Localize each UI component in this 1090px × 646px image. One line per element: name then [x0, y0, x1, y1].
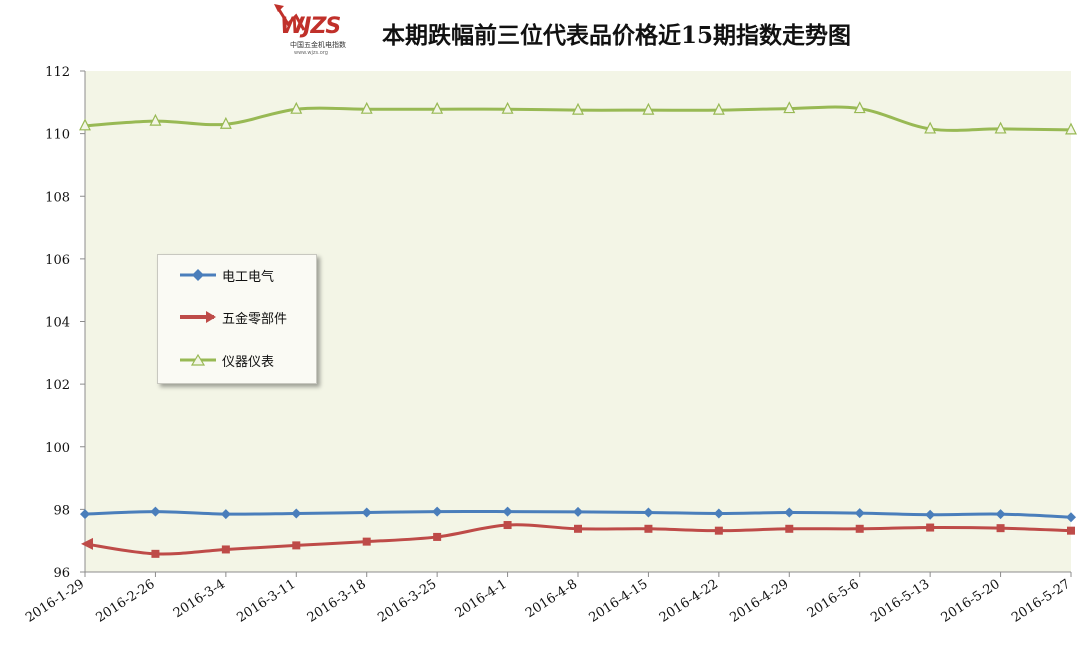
legend-item-electrical: 电工电气	[180, 265, 274, 285]
data-point-triangle	[1065, 122, 1077, 135]
data-point-square	[221, 545, 230, 554]
data-point-square	[292, 541, 301, 550]
logo-subtitle: 中国五金机电指数	[290, 41, 346, 49]
data-point-square	[926, 523, 935, 532]
logo-arrow-icon	[274, 4, 306, 31]
data-point-square	[855, 524, 864, 533]
legend-label: 电工电气	[222, 269, 275, 285]
y-tick-label: 112	[45, 65, 70, 80]
x-tick-label: 2016-5-13	[868, 577, 932, 626]
legend-item-instruments: 仪器仪表	[180, 350, 274, 370]
x-tick-label: 2016-4-29	[727, 577, 791, 626]
legend-label: 仪器仪表	[222, 354, 275, 370]
data-point-diamond	[80, 509, 90, 520]
diamond-marker-icon	[180, 269, 216, 281]
x-tick-label: 2016-3-25	[375, 577, 439, 626]
x-tick-label: 2016-3-4	[171, 577, 228, 621]
data-point-square	[785, 524, 794, 533]
x-tick-label: 2016-5-20	[939, 577, 1003, 626]
logo-url: www.wjzs.org	[294, 50, 328, 56]
x-tick-label: 2016-2-26	[94, 577, 158, 626]
y-tick-label: 102	[45, 378, 70, 393]
data-point-diamond	[854, 508, 865, 519]
y-tick-label: 108	[45, 190, 70, 205]
data-point-square	[151, 549, 160, 558]
data-point-triangle	[219, 116, 232, 129]
data-point-diamond	[291, 508, 302, 519]
data-point-square	[503, 521, 512, 530]
x-tick-label: 2016-3-18	[305, 577, 369, 626]
data-point-square	[996, 524, 1005, 533]
data-point-triangle	[431, 101, 444, 114]
data-point-square	[362, 537, 371, 546]
data-point-diamond	[432, 506, 443, 517]
wjzs-logo: WJZS 中国五金机电指数 www.wjzs.org	[274, 4, 366, 60]
chart-title: 本期跌幅前三位代表品价格近15期指数走势图	[382, 22, 852, 49]
data-point-triangle	[501, 101, 514, 114]
x-tick-label: 2016-4-15	[587, 577, 651, 626]
data-point-square	[574, 524, 582, 533]
x-tick-label: 2016-4-8	[523, 577, 580, 621]
y-tick-label: 96	[53, 566, 70, 581]
x-tick-label: 2016-5-27	[1009, 577, 1073, 626]
y-tick-label: 104	[45, 316, 70, 331]
x-tick-label: 2016-5-6	[805, 577, 862, 621]
data-point-triangle	[290, 101, 303, 114]
y-tick-label: 98	[53, 503, 70, 518]
x-tick-label: 2016-3-11	[234, 577, 298, 626]
data-point-square	[433, 532, 442, 541]
data-point-square	[1067, 526, 1075, 535]
data-point-triangle	[360, 101, 373, 114]
data-point-triangle	[712, 102, 725, 115]
data-point-diamond	[784, 507, 795, 518]
data-point-diamond	[1066, 512, 1076, 523]
data-point-triangle	[572, 102, 584, 115]
legend-label: 五金零部件	[222, 311, 288, 327]
data-point-diamond	[220, 509, 231, 520]
data-point-triangle	[924, 121, 937, 134]
y-tick-label: 100	[45, 441, 70, 456]
y-tick-label: 110	[45, 128, 70, 143]
data-point-square	[714, 526, 723, 535]
data-point-diamond	[361, 507, 372, 518]
data-point-arrow	[81, 537, 93, 550]
x-tick-label: 2016-1-29	[23, 577, 87, 626]
data-point-triangle	[994, 121, 1007, 134]
data-point-square	[644, 524, 653, 533]
logo-text: WJZS	[280, 14, 341, 39]
y-tick-label: 106	[45, 253, 70, 268]
data-point-triangle	[79, 118, 91, 131]
data-point-diamond	[925, 509, 936, 520]
data-point-diamond	[713, 508, 724, 519]
data-point-diamond	[150, 506, 161, 517]
data-point-diamond	[573, 506, 583, 517]
data-point-triangle	[642, 102, 655, 115]
data-point-diamond	[502, 506, 513, 517]
legend-item-hardware: 五金零部件	[180, 307, 287, 327]
chart-legend: 电工电气 五金零部件 仪器仪表	[157, 254, 317, 384]
data-point-triangle	[853, 101, 866, 114]
arrow-marker-icon	[180, 311, 216, 323]
data-point-triangle	[783, 101, 796, 114]
triangle-marker-icon	[180, 353, 216, 366]
data-point-diamond	[643, 507, 654, 518]
data-point-triangle	[149, 113, 162, 126]
data-point-diamond	[995, 509, 1006, 520]
x-tick-label: 2016-4-22	[657, 577, 721, 626]
x-tick-label: 2016-4-1	[453, 577, 510, 621]
